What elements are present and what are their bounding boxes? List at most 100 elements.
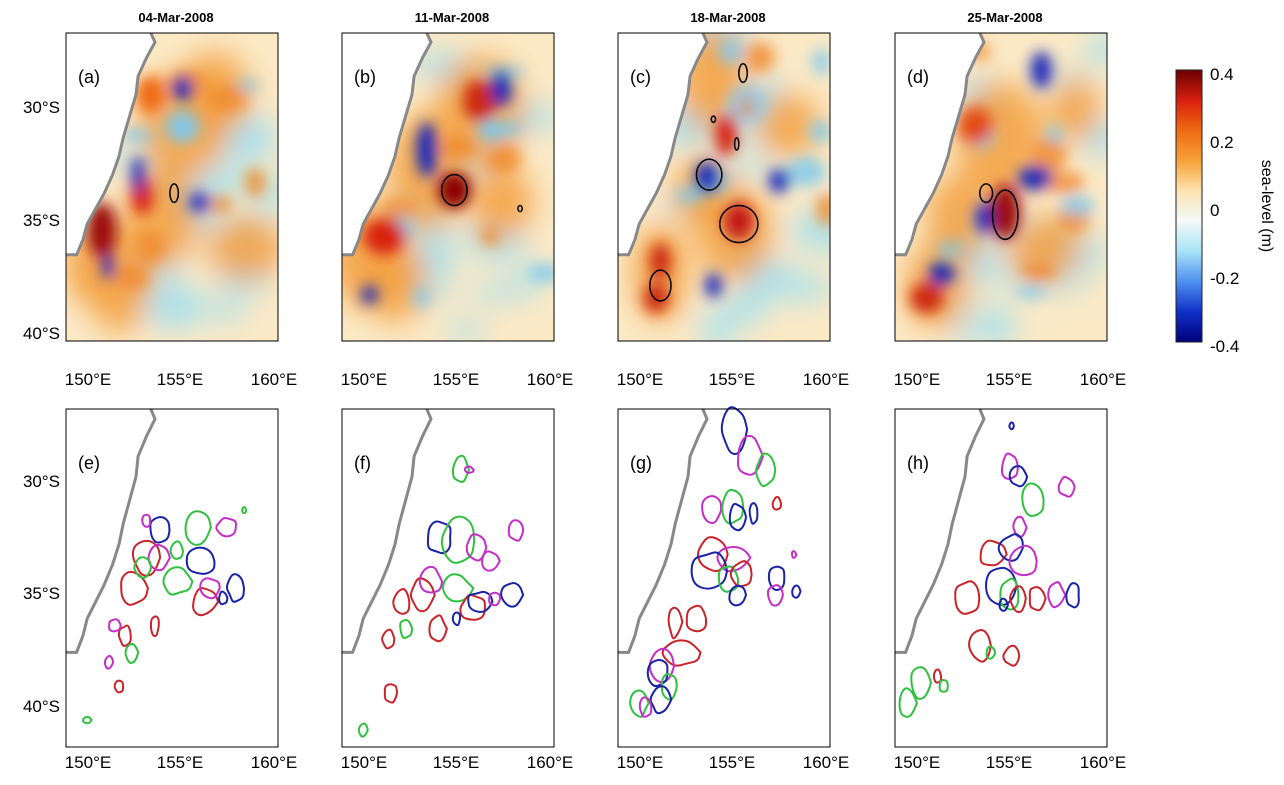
- lon-tick: 160°E: [803, 753, 850, 772]
- eddy-contour: [1047, 581, 1067, 609]
- panel-label-top: (d): [907, 67, 929, 87]
- eddy-contour: [418, 565, 444, 594]
- eddy-contour: [215, 516, 237, 538]
- lat-tick-40-bottom: 40°S: [23, 697, 60, 716]
- sea-level-panel-1: (a): [65, 32, 279, 342]
- eddy-contour: [748, 502, 759, 525]
- eddy-contour: [1008, 544, 1038, 577]
- eddy-contour: [440, 173, 468, 207]
- latitude-ticks-bottom: 30°S 35°S 40°S: [23, 472, 60, 716]
- eddy-panel-1: (e): [65, 408, 279, 748]
- eddy-contour: [629, 689, 650, 718]
- eddy-contour: [1021, 482, 1045, 517]
- panel-label-bottom: (h): [907, 453, 929, 473]
- lon-tick: 160°E: [527, 370, 574, 389]
- coastline: [618, 33, 709, 257]
- eddy-contour: [910, 666, 933, 700]
- eddy-contour: [192, 587, 220, 617]
- eddy-contour: [720, 406, 749, 455]
- eddy-contour: [1028, 586, 1047, 612]
- lon-tick: 150°E: [894, 370, 941, 389]
- eddy-contour: [124, 642, 140, 664]
- sea-level-panel-3: (c): [617, 32, 831, 342]
- latitude-ticks-top: 30°S 35°S 40°S: [23, 98, 60, 343]
- eddy-contour: [790, 550, 798, 559]
- eddy-contour: [169, 540, 185, 560]
- eddy-contour: [1008, 421, 1015, 431]
- eddy-contour: [738, 63, 749, 84]
- eddy-contour: [426, 520, 452, 555]
- eddy-contour: [954, 580, 981, 615]
- eddy-contour: [1012, 515, 1028, 538]
- colorbar-tick-0.2: 0.2: [1210, 133, 1234, 152]
- panel-frame: [341, 408, 555, 748]
- eddy-contour: [113, 679, 125, 694]
- eddy-contour: [938, 678, 949, 693]
- panel-frame: [894, 408, 1108, 748]
- panel-frame: [617, 408, 831, 748]
- eddy-contour: [646, 658, 669, 688]
- lon-tick: 160°E: [1080, 753, 1127, 772]
- eddy-contour: [507, 519, 525, 542]
- eddy-contour: [467, 590, 494, 613]
- eddy-contour-panels: (e) (f) (g) (h): [65, 406, 1108, 748]
- lat-tick-35-top: 35°S: [23, 211, 60, 230]
- eddy-contour: [399, 618, 414, 640]
- eddy-contour: [766, 584, 784, 607]
- eddy-contour: [721, 488, 745, 525]
- eddy-contour: [979, 539, 1008, 567]
- eddy-contour: [791, 584, 802, 599]
- panel-frame: [617, 32, 831, 342]
- panel-label-bottom: (f): [354, 453, 371, 473]
- land-mask: [895, 33, 984, 255]
- eddy-contour: [719, 204, 759, 244]
- eddy-contour: [696, 536, 729, 573]
- lon-tick: 155°E: [986, 753, 1033, 772]
- eddy-contour: [728, 584, 748, 607]
- eddy-contour: [1009, 585, 1027, 614]
- eddy-contour: [736, 434, 765, 476]
- panel-frame: [341, 32, 555, 342]
- lon-tick: 155°E: [157, 370, 204, 389]
- eddy-contour: [898, 687, 918, 718]
- panel-label-top: (c): [630, 67, 651, 87]
- coastline: [895, 408, 986, 654]
- lat-tick-30-bottom: 30°S: [23, 472, 60, 491]
- eddy-contour: [383, 683, 399, 704]
- coastline: [66, 33, 157, 257]
- eddy-contour: [991, 189, 1019, 241]
- eddy-contour: [1002, 644, 1021, 667]
- eddy-contour: [767, 565, 786, 592]
- colorbar: 0.4 0.2 0 -0.2 -0.4 sea-level (m): [1175, 65, 1275, 356]
- eddy-contour: [710, 115, 717, 124]
- lon-tick: 150°E: [617, 370, 664, 389]
- land-mask: [66, 33, 155, 255]
- eddy-contour: [149, 615, 160, 638]
- date-title-2: 11-Mar-2008: [415, 10, 489, 25]
- lat-tick-30-top: 30°S: [23, 98, 60, 117]
- eddy-contour: [517, 204, 523, 213]
- eddy-contour: [685, 604, 707, 633]
- eddy-contour: [169, 183, 180, 204]
- panel-label-top: (b): [354, 67, 376, 87]
- eddy-contour: [979, 183, 994, 204]
- colorbar-gradient: [1175, 69, 1203, 343]
- date-title-1: 04-Mar-2008: [138, 10, 213, 25]
- coastline: [342, 33, 433, 257]
- lon-tick: 155°E: [986, 370, 1033, 389]
- eddy-contour: [667, 606, 684, 640]
- lon-tick: 150°E: [617, 753, 664, 772]
- eddy-contour: [149, 516, 171, 544]
- lon-tick: 150°E: [65, 370, 112, 389]
- coastline: [342, 408, 433, 654]
- lon-tick: 160°E: [803, 370, 850, 389]
- eddy-contour: [1065, 582, 1080, 609]
- lon-tick: 160°E: [527, 753, 574, 772]
- lon-tick: 160°E: [251, 370, 298, 389]
- lon-tick: 150°E: [341, 753, 388, 772]
- eddy-contour: [162, 566, 194, 596]
- eddy-contour: [660, 673, 678, 701]
- coastline: [66, 408, 157, 654]
- sea-level-panel-2: (b): [341, 32, 555, 342]
- sea-level-panel-4: (d): [894, 32, 1108, 342]
